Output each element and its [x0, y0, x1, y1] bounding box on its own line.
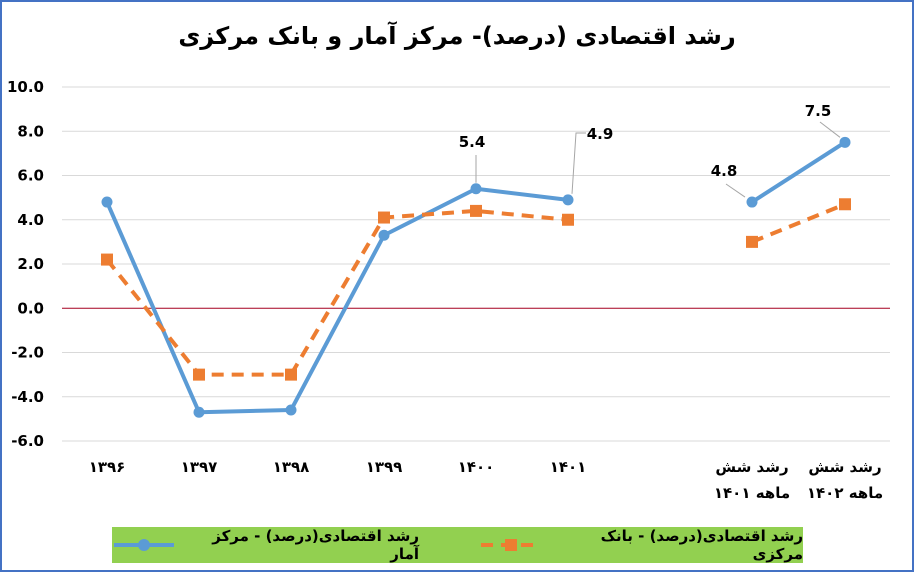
y-tick-label: 10.0: [7, 78, 44, 96]
y-tick-label: -4.0: [11, 388, 44, 406]
x-tick-label: ۱۳۹۹: [366, 458, 403, 476]
solid-circle-marker-icon: [114, 539, 174, 551]
legend-item-statistics-center[interactable]: رشد اقتصادی(درصد) - مرکز آمار: [112, 527, 419, 563]
data-point-circle[interactable]: [746, 196, 758, 208]
data-point-circle[interactable]: [470, 183, 482, 195]
x-tick-label: ۱۳۹۸: [273, 458, 310, 476]
y-tick-label: -2.0: [11, 344, 44, 362]
central-bank-line: [751, 202, 846, 244]
y-tick-label: 2.0: [17, 255, 44, 273]
statistics-center-line: [105, 186, 569, 415]
x-tick-label: ماهه ۱۴۰۲: [807, 484, 883, 502]
data-point-square[interactable]: [101, 253, 113, 266]
leader-line: [819, 121, 841, 138]
data-point-square[interactable]: [470, 204, 482, 217]
leader-line: [571, 132, 586, 194]
x-tick-label: ۱۳۹۶: [89, 458, 126, 476]
data-point-square[interactable]: [562, 213, 574, 226]
data-point-square[interactable]: [746, 235, 758, 248]
x-tick-label: ماهه ۱۴۰۱: [714, 484, 790, 502]
dashed-square-marker-icon: [481, 539, 541, 551]
data-point-circle[interactable]: [101, 196, 113, 208]
y-tick-label: 4.0: [17, 211, 44, 229]
data-label: 7.5: [805, 102, 832, 120]
data-point-circle[interactable]: [839, 136, 851, 148]
legend-label-statistics-center: رشد اقتصادی(درصد) - مرکز آمار: [212, 527, 419, 563]
data-label: 5.4: [459, 133, 486, 151]
y-tick-label: 6.0: [17, 167, 44, 185]
x-tick-label: رشد شش: [808, 458, 881, 476]
data-point-square[interactable]: [378, 211, 390, 224]
data-point-square[interactable]: [839, 198, 851, 211]
data-point-circle[interactable]: [562, 194, 574, 206]
data-point-circle[interactable]: [193, 406, 205, 418]
x-tick-label: ۱۴۰۰: [458, 458, 495, 476]
chart-title: رشد اقتصادی (درصد)- مرکز آمار و بانک مرک…: [178, 22, 736, 50]
data-point-circle[interactable]: [285, 404, 297, 416]
statistics-center-line: [750, 140, 847, 204]
data-point-square[interactable]: [285, 368, 297, 381]
y-tick-label: 0.0: [17, 299, 44, 317]
x-tick-label: ۱۳۹۷: [181, 458, 218, 476]
data-label: 4.9: [587, 125, 614, 143]
y-tick-label: 8.0: [17, 122, 44, 140]
central-bank-line: [105, 208, 569, 377]
legend: رشد اقتصادی(درصد) - بانک مرکزی رشد اقتصا…: [112, 527, 803, 563]
y-tick-label: -6.0: [11, 432, 44, 450]
x-tick-label: رشد شش: [715, 458, 788, 476]
legend-item-central-bank[interactable]: رشد اقتصادی(درصد) - بانک مرکزی: [479, 527, 803, 563]
x-tick-label: ۱۴۰۱: [550, 458, 587, 476]
data-point-square[interactable]: [193, 368, 205, 381]
legend-label-central-bank: رشد اقتصادی(درصد) - بانک مرکزی: [600, 527, 803, 563]
data-point-circle[interactable]: [378, 229, 390, 241]
leader-line: [725, 183, 746, 198]
data-label: 4.8: [711, 162, 738, 180]
